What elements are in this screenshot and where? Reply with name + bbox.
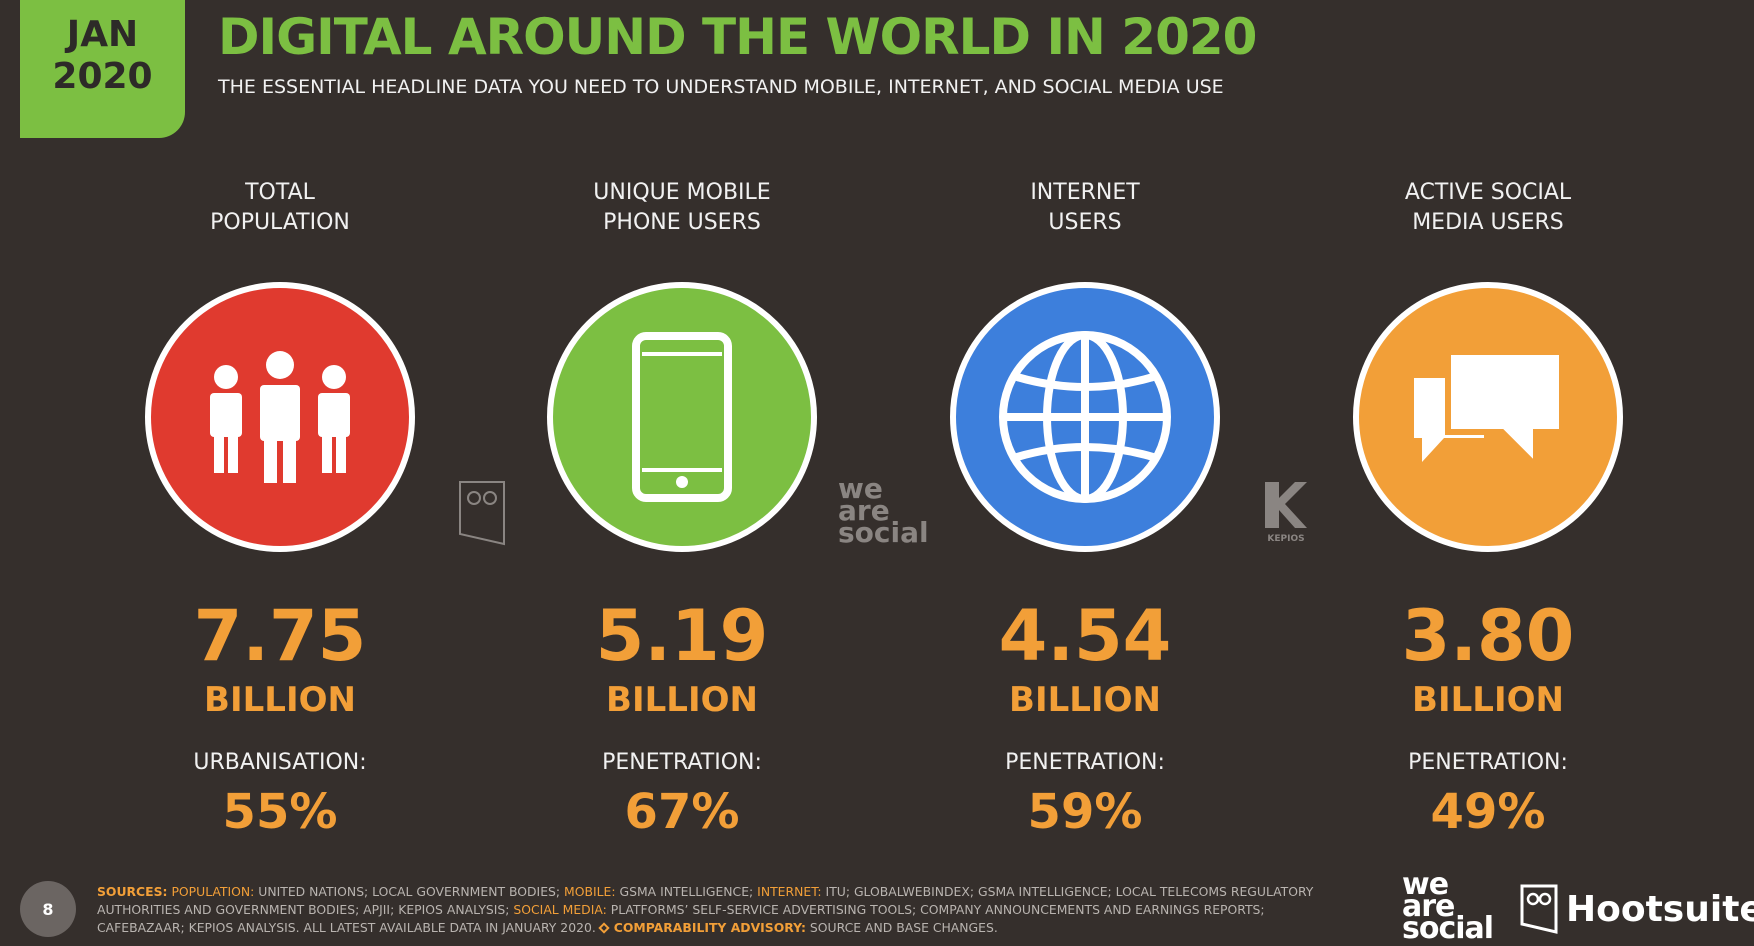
subtitle: THE ESSENTIAL HEADLINE DATA YOU NEED TO … (218, 76, 1224, 98)
sub-label: URBANISATION: (193, 750, 367, 775)
advisory-icon (598, 922, 610, 934)
stat-card: INTERNET USERS 4.54 BILLION PENETRATION: … (895, 178, 1275, 842)
source-key: MOBILE: (564, 884, 616, 899)
hootsuite-watermark (459, 481, 505, 546)
hootsuite-text: Hootsuite (1566, 888, 1754, 930)
stat-card: TOTAL POPULATION 7.75 BILLION URBANISATIO… (90, 178, 470, 842)
sub-value: 49% (1430, 784, 1546, 840)
icon-circle (950, 282, 1220, 552)
globe-icon (999, 331, 1171, 503)
label-line: POPULATION (210, 210, 350, 235)
watermark-line: social (838, 516, 929, 549)
title: DIGITAL AROUND THE WORLD IN 2020 (218, 8, 1257, 66)
label-line: MEDIA USERS (1412, 210, 1564, 235)
card-label: INTERNET USERS (895, 178, 1275, 242)
sub-value: 55% (222, 784, 338, 840)
icon-circle (1353, 282, 1623, 552)
sub-label: PENETRATION: (602, 750, 762, 775)
stat-value: 7.75 (193, 595, 367, 677)
stat-unit: BILLION (1412, 680, 1564, 720)
source-key: INTERNET: (757, 884, 822, 899)
badge-year: 2020 (52, 56, 153, 97)
watermark-line: are (838, 494, 890, 527)
owl-mark (1520, 884, 1558, 934)
sources-heading: SOURCES: (97, 884, 168, 899)
watermark-line: we (838, 472, 883, 505)
phone-icon (632, 332, 732, 502)
icon-circle (145, 282, 415, 552)
stat-unit: BILLION (1009, 680, 1161, 720)
source-text: PLATFORMS’ SELF-SERVICE ADVERTISING TOOL… (97, 902, 1265, 935)
icon-circle (547, 282, 817, 552)
sub-label: PENETRATION: (1005, 750, 1165, 775)
source-text: ITU; GLOBALWEBINDEX; GSMA INTELLIGENCE; … (97, 884, 1314, 917)
kepios-watermark: KEPIOS (1262, 480, 1310, 544)
stat-card: UNIQUE MOBILE PHONE USERS 5.19 BILLION PE… (492, 178, 872, 842)
we-are-social-watermark: we are social (838, 472, 929, 549)
advisory-key: COMPARABILITY ADVISORY: (613, 920, 806, 935)
label-line: TOTAL (245, 180, 315, 205)
stat-card: ACTIVE SOCIAL MEDIA USERS 3.80 BILLION PE… (1298, 178, 1678, 842)
stat-unit: BILLION (606, 680, 758, 720)
stat-value: 4.54 (998, 595, 1172, 677)
we-are-social-logo: we are social (1402, 867, 1494, 946)
label-line: USERS (1048, 210, 1122, 235)
logo-line: are (1402, 889, 1455, 924)
source-key: POPULATION: (171, 884, 255, 899)
sub-value: 59% (1027, 784, 1143, 840)
speech-icon (1414, 349, 1565, 474)
kepios-text: KEPIOS (1267, 534, 1305, 544)
stat-unit: BILLION (204, 680, 356, 720)
source-text: UNITED NATIONS; LOCAL GOVERNMENT BODIES; (258, 884, 561, 899)
label-line: INTERNET (1030, 180, 1140, 205)
label-line: PHONE USERS (603, 210, 761, 235)
source-key: SOCIAL MEDIA: (513, 902, 607, 917)
card-label: ACTIVE SOCIAL MEDIA USERS (1298, 178, 1678, 242)
hootsuite-logo: Hootsuite (1520, 884, 1754, 934)
stat-value: 3.80 (1401, 595, 1575, 677)
card-label: UNIQUE MOBILE PHONE USERS (492, 178, 872, 242)
advisory-text: SOURCE AND BASE CHANGES. (809, 920, 998, 935)
card-label: TOTAL POPULATION (90, 178, 470, 242)
logo-line: we (1402, 867, 1449, 902)
label-line: UNIQUE MOBILE (593, 180, 771, 205)
source-text: GSMA INTELLIGENCE; (619, 884, 754, 899)
label-line: ACTIVE SOCIAL (1404, 180, 1572, 205)
badge-month: JAN (66, 14, 139, 55)
logo-line: social (1402, 911, 1494, 946)
sub-value: 67% (624, 784, 740, 840)
sub-label: PENETRATION: (1408, 750, 1568, 775)
kepios-mark (1265, 482, 1307, 528)
page-number: 8 (20, 881, 76, 937)
stat-value: 5.19 (595, 595, 769, 677)
people-icon (210, 351, 350, 483)
date-badge: JAN 2020 (20, 0, 185, 138)
sources: SOURCES: POPULATION: UNITED NATIONS; LOC… (97, 883, 1337, 937)
